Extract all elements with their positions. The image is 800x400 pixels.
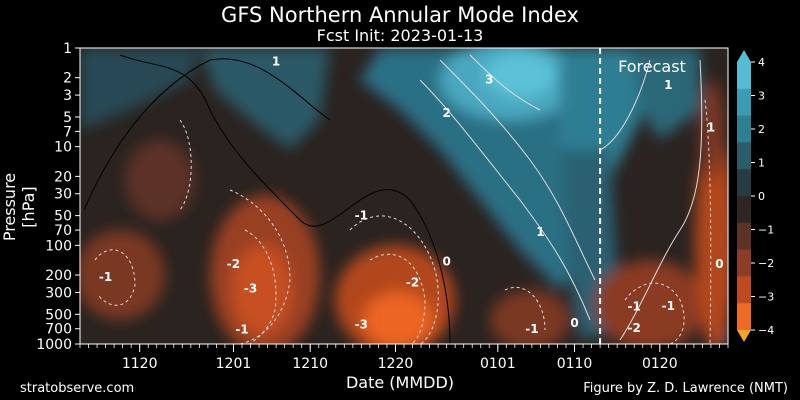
contour-label: -1 — [355, 209, 368, 223]
colorbar-segment — [737, 222, 751, 251]
contour-label: -3 — [355, 318, 368, 332]
y-tick-label: 700 — [45, 322, 72, 338]
y-tick-label: 300 — [45, 285, 72, 301]
contour-label: -1 — [235, 322, 248, 336]
plot-area: 1 3 2 1 1 1 0 -1 -2 -3 -1 -2 -3 -1 0 -1 -1 -1 -2 0 — [80, 48, 728, 344]
author-credit: Figure by Z. D. Lawrence (NMT) — [583, 381, 788, 396]
contour-label: 0 — [570, 316, 578, 330]
colorbar-tick-label: 4 — [758, 56, 765, 69]
contour-label: -1 — [525, 322, 538, 336]
chart-subtitle: Fcst Init: 2023-01-13 — [316, 26, 484, 45]
contour-lines — [83, 54, 712, 344]
colorbar-tick-label: 2 — [758, 123, 765, 136]
colorbar-tick-label: 1 — [758, 157, 765, 170]
y-tick-label: 500 — [45, 307, 72, 323]
colorbar-segment — [737, 115, 751, 143]
contour-label: 1 — [272, 54, 280, 68]
contour-label: -1 — [662, 299, 675, 313]
colorbar-segment — [737, 303, 751, 331]
contour-label: -2 — [628, 321, 641, 335]
y-tick-label: 30 — [54, 187, 72, 203]
colorbar-segment — [737, 169, 751, 197]
colorbar-tick-label: −4 — [758, 324, 774, 337]
x-tick-label: 0110 — [557, 356, 593, 372]
contour-labels: 1 3 2 1 1 1 0 -1 -2 -3 -1 -2 -3 -1 0 -1 -1 -1 -2 0 — [99, 54, 724, 336]
colorbar: 4 3 2 1 0 −1 −2 −3 −4 — [737, 50, 774, 342]
y-tick-label: 100 — [45, 238, 72, 254]
contour-label: -2 — [227, 257, 240, 271]
colorbar-tick-label: 3 — [758, 90, 765, 103]
contour-label: 2 — [442, 106, 450, 120]
colorbar-max-arrow — [737, 50, 751, 62]
y-tick-label: 1 — [63, 41, 72, 57]
site-credit: stratobserve.com — [20, 381, 135, 396]
y-tick-label: 70 — [54, 223, 72, 239]
y-tick-label: 10 — [54, 140, 72, 156]
colorbar-segment — [737, 142, 751, 170]
colorbar-segment — [737, 88, 751, 117]
contour-label: 0 — [715, 257, 723, 271]
contour-label: 1 — [536, 225, 544, 239]
x-tick-label: 1210 — [292, 356, 328, 372]
x-tick-label: 1220 — [378, 356, 414, 372]
y-tick-label: 2 — [63, 71, 72, 87]
y-tick-label: 50 — [54, 209, 72, 225]
colorbar-min-arrow — [737, 330, 751, 342]
x-axis-label: Date (MMDD) — [345, 373, 455, 392]
colorbar-tick-label: −3 — [758, 291, 774, 304]
colorbar-segment — [737, 62, 751, 90]
colorbar-tick-label: −1 — [758, 224, 774, 237]
contour-label: -1 — [628, 300, 641, 314]
y-tick-label: 1000 — [36, 337, 72, 353]
contour-label: -3 — [244, 281, 257, 295]
x-tick-label: 0120 — [642, 356, 678, 372]
contour-label: 3 — [485, 73, 493, 87]
y-tick-label: 5 — [63, 110, 72, 126]
x-tick-label: 0101 — [480, 356, 516, 372]
colorbar-segment — [737, 276, 751, 304]
contour-label: 0 — [442, 254, 450, 268]
y-tick-label: 20 — [54, 169, 72, 185]
y-tick-label: 3 — [63, 88, 72, 104]
contour-label: 1 — [664, 78, 672, 92]
contour-label: -2 — [406, 275, 419, 289]
colorbar-tick-label: 0 — [758, 190, 765, 203]
contour-label: -1 — [99, 270, 112, 284]
y-tick-label: 200 — [45, 268, 72, 284]
x-tick-label: 1120 — [122, 356, 158, 372]
chart-title: GFS Northern Annular Mode Index — [221, 3, 579, 27]
forecast-label: Forecast — [618, 57, 686, 76]
y-axis-label: Pressure [hPa] — [0, 172, 38, 242]
colorbar-segment — [737, 249, 751, 277]
y-tick-label: 7 — [63, 124, 72, 140]
x-axis: 1120 1201 1210 1220 0101 0110 0120 — [79, 344, 729, 372]
colorbar-tick-label: −2 — [758, 257, 774, 270]
x-tick-label: 1201 — [216, 356, 252, 372]
colorbar-segment — [737, 196, 751, 224]
contour-label: 1 — [707, 120, 715, 134]
